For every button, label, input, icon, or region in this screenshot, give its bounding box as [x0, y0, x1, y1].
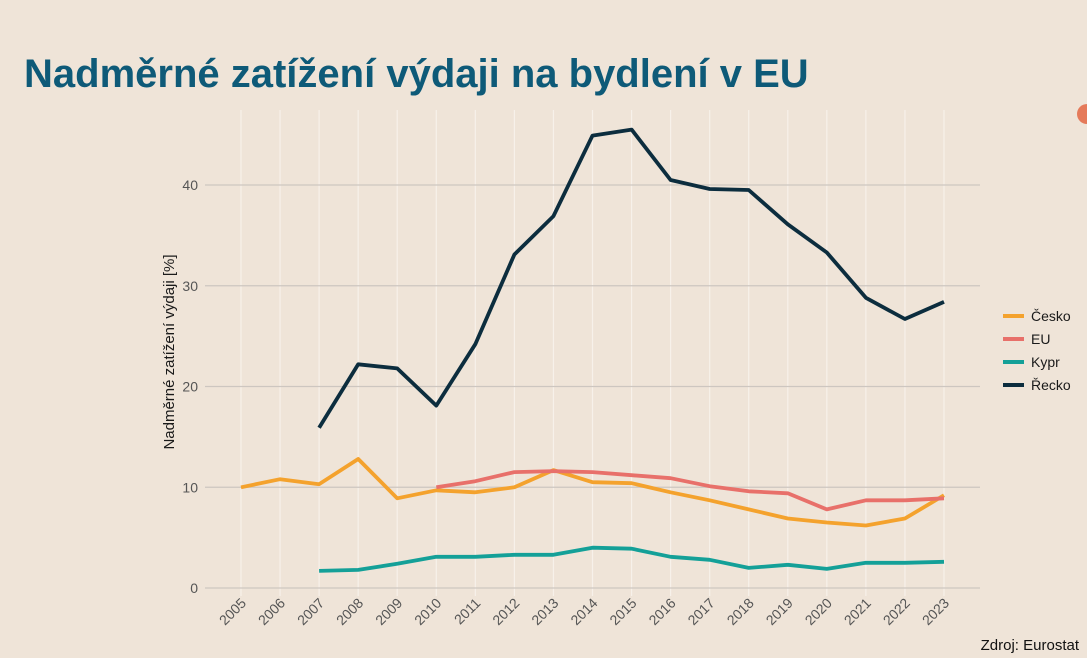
x-tick-label: 2020 — [802, 595, 835, 628]
y-tick-label: 0 — [190, 580, 198, 596]
series-lines — [240, 127, 945, 573]
legend: Česko EU Kypr Řecko — [1003, 308, 1071, 393]
legend-label: Řecko — [1031, 377, 1071, 393]
series-line-EU — [436, 469, 945, 512]
x-tick-label: 2023 — [919, 595, 952, 628]
x-tick-label: 2015 — [606, 595, 639, 628]
y-axis-label: Nadměrné zatížení výdaji [%] — [161, 254, 178, 449]
x-tick-label: 2021 — [841, 595, 874, 628]
x-tick-label: 2014 — [567, 595, 600, 628]
x-tick-label: 2006 — [255, 595, 288, 628]
x-tick-label: 2005 — [216, 595, 249, 628]
y-tick-labels: 0 10 20 30 40 — [182, 177, 198, 596]
decorative-dot — [1077, 104, 1087, 124]
x-tick-label: 2010 — [411, 595, 444, 628]
source-note: Zdroj: Eurostat — [980, 637, 1079, 654]
x-tick-label: 2018 — [723, 595, 756, 628]
y-tick-label: 40 — [182, 177, 198, 193]
legend-label: EU — [1031, 331, 1050, 347]
x-tick-labels: 2005 2006 2007 2008 2009 2010 2011 2012 2013 2014… — [216, 595, 952, 628]
x-tick-label: 2012 — [489, 595, 522, 628]
x-tick-label: 2016 — [645, 595, 678, 628]
y-tick-label: 10 — [182, 479, 198, 495]
y-tick-label: 30 — [182, 278, 198, 294]
x-tick-label: 2011 — [451, 595, 484, 628]
x-tick-label: 2009 — [372, 595, 405, 628]
x-tick-label: 2017 — [684, 595, 717, 628]
series-line-Česko — [240, 457, 945, 528]
x-tick-label: 2007 — [294, 595, 327, 628]
legend-label: Česko — [1031, 308, 1071, 324]
series-line-Kypr — [319, 545, 945, 573]
x-tick-label: 2022 — [880, 595, 913, 628]
page-title: Nadměrné zatížení výdaji na bydlení v EU — [24, 52, 809, 96]
y-tick-label: 20 — [182, 379, 198, 395]
series-line-Řecko — [317, 127, 945, 429]
legend-label: Kypr — [1031, 354, 1060, 370]
x-tick-label: 2019 — [763, 595, 796, 628]
x-tick-label: 2013 — [528, 595, 561, 628]
grid — [205, 110, 980, 596]
x-tick-label: 2008 — [333, 595, 366, 628]
